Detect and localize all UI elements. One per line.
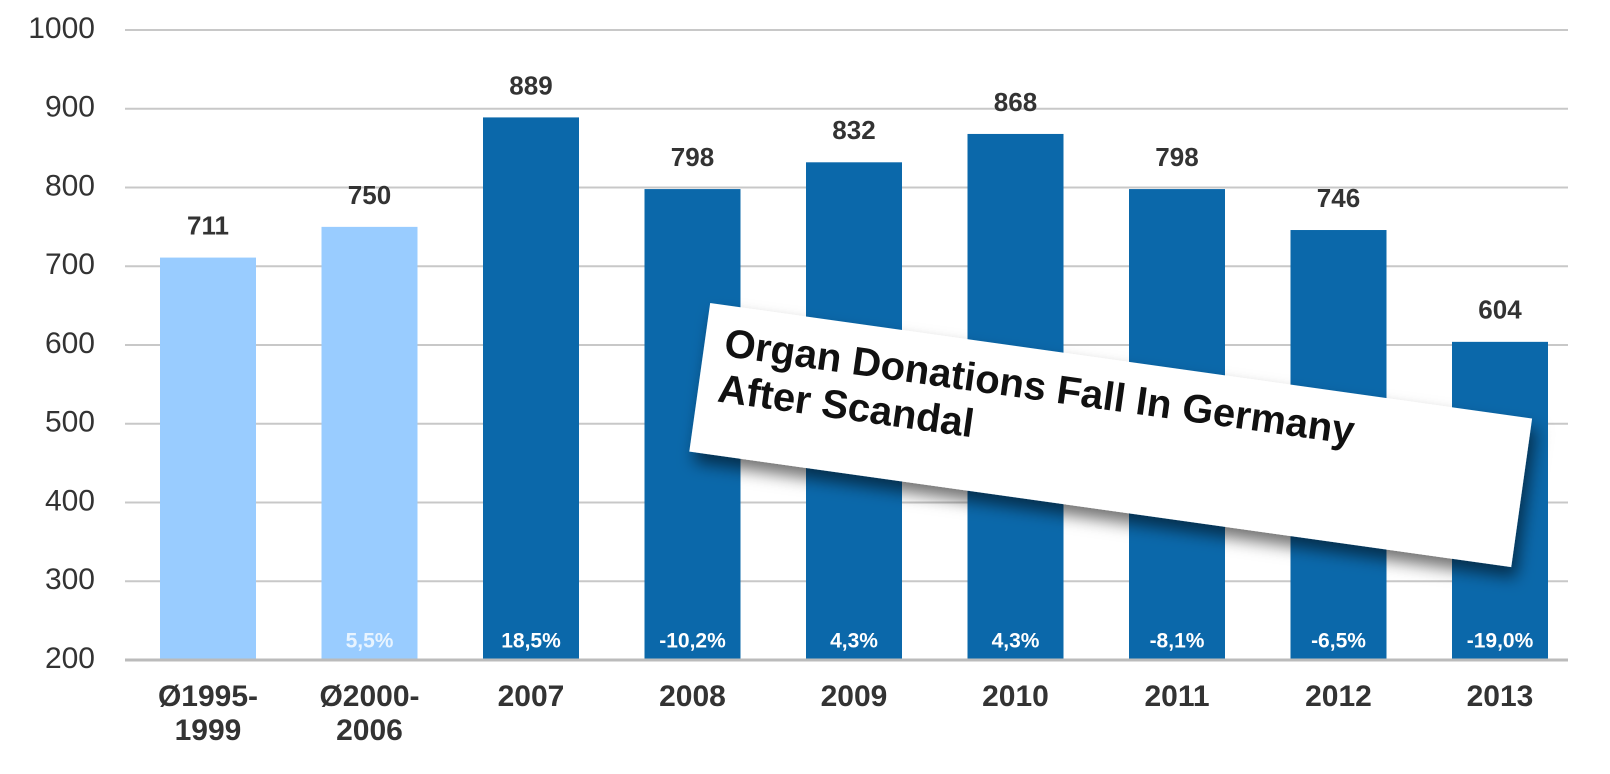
- y-tick-label: 900: [45, 91, 95, 124]
- value-label: 832: [832, 115, 875, 145]
- sticker-paper: [689, 303, 1533, 568]
- y-tick-label: 400: [45, 484, 95, 517]
- change-label: -6,5%: [1311, 630, 1366, 653]
- x-tick-label: 2012: [1305, 680, 1372, 713]
- y-tick-label: 600: [45, 327, 95, 360]
- bar: [483, 117, 579, 661]
- x-tick-label: 2011: [1144, 680, 1210, 713]
- change-label: 4,3%: [992, 630, 1040, 653]
- y-tick-label: 300: [45, 563, 95, 596]
- value-label: 750: [348, 180, 391, 210]
- x-tick-label: Ø1995- 1999: [157, 680, 259, 747]
- change-label: 4,3%: [830, 630, 878, 653]
- x-tick-label: 2007: [497, 680, 565, 713]
- value-label: 746: [1317, 183, 1360, 213]
- x-tick-label: 2008: [659, 680, 726, 713]
- change-label: 5,5%: [346, 630, 394, 653]
- x-tick-label: 2010: [982, 680, 1049, 713]
- x-tick-label: 2009: [820, 680, 888, 713]
- x-tick-label: 2013: [1466, 680, 1534, 713]
- y-tick-label: 700: [45, 248, 95, 281]
- value-label: 604: [1478, 295, 1522, 325]
- value-label: 868: [994, 87, 1037, 117]
- change-label: -19,0%: [1467, 630, 1534, 653]
- bar: [321, 226, 418, 660]
- value-label: 798: [1155, 142, 1198, 172]
- y-tick-label: 200: [45, 642, 95, 675]
- y-tick-label: 800: [45, 169, 95, 202]
- value-label: 798: [671, 142, 714, 172]
- change-label: -10,2%: [659, 630, 726, 653]
- value-label: 711: [187, 210, 229, 240]
- x-tick-label: Ø2000- 2006: [319, 680, 420, 747]
- value-label: 889: [509, 70, 552, 100]
- change-label: 18,5%: [501, 630, 561, 653]
- change-label: -8,1%: [1150, 630, 1205, 653]
- y-tick-label: 500: [45, 406, 95, 439]
- bar: [160, 257, 256, 660]
- y-tick-label: 1000: [28, 12, 95, 45]
